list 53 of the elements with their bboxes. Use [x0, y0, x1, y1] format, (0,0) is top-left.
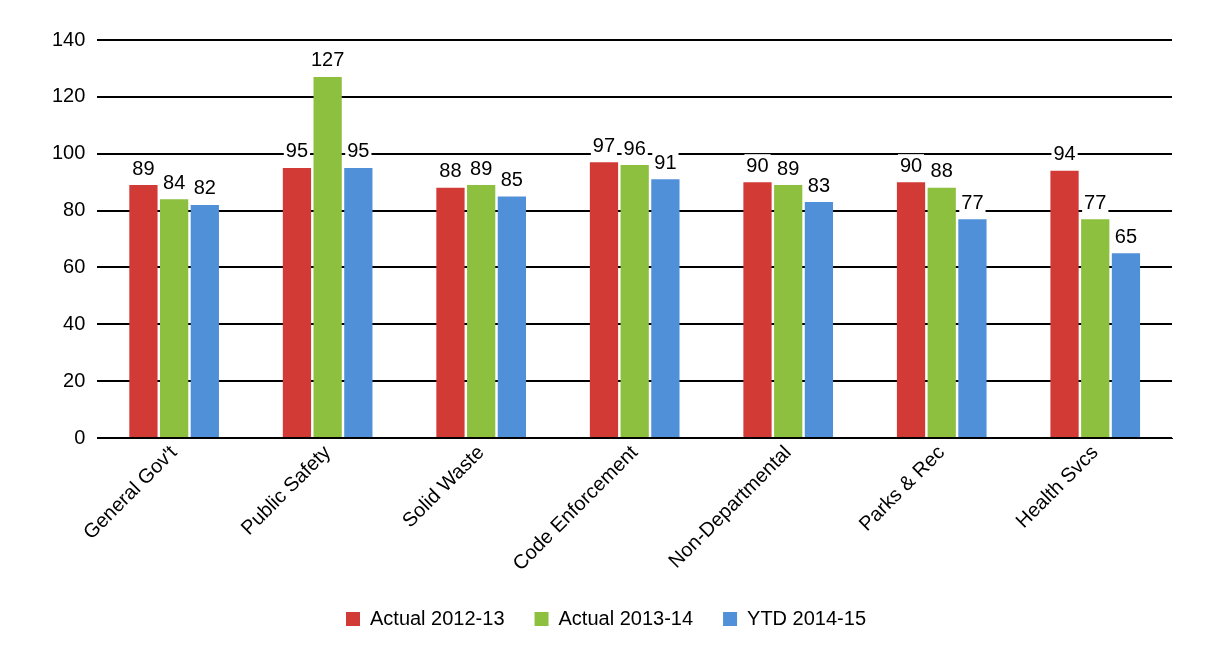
data-label: 90	[746, 153, 769, 176]
bar	[620, 165, 649, 438]
data-label: 96	[623, 136, 646, 159]
data-label: 77	[961, 190, 984, 213]
bar	[589, 162, 619, 438]
data-label: 88	[930, 159, 953, 182]
bar	[129, 185, 158, 438]
bar	[774, 185, 803, 438]
bar	[651, 179, 680, 438]
y-tick-label: 100	[51, 141, 86, 164]
bar	[313, 76, 342, 438]
y-tick-label: 120	[51, 84, 86, 107]
legend-label: Actual 2013-14	[558, 606, 694, 629]
data-label: 95	[285, 139, 309, 162]
data-label: 83	[807, 173, 831, 196]
data-label: 77	[1084, 190, 1107, 213]
bar	[436, 187, 465, 438]
y-tick-label: 0	[74, 425, 86, 448]
data-label: 89	[470, 156, 493, 179]
bar	[497, 196, 526, 438]
bar	[282, 167, 312, 438]
bar	[344, 167, 373, 438]
bar	[743, 182, 772, 438]
data-label: 65	[1114, 224, 1138, 247]
y-tick-label: 140	[51, 27, 86, 50]
bar	[958, 219, 987, 438]
bar	[927, 187, 956, 438]
data-label: 95	[347, 139, 370, 162]
data-label: 91	[654, 150, 677, 173]
data-label: 89	[132, 156, 155, 179]
bar	[467, 185, 496, 438]
y-tick-label: 40	[63, 311, 86, 334]
legend-label: YTD 2014-15	[747, 606, 867, 629]
data-label: 82	[193, 176, 216, 199]
bar	[1081, 219, 1110, 438]
data-label: 90	[899, 153, 923, 176]
legend-label: Actual 2012-13	[369, 606, 505, 629]
y-tick-label: 80	[63, 198, 86, 221]
bar	[160, 199, 189, 438]
data-label: 97	[592, 133, 616, 156]
bar	[1111, 253, 1141, 438]
data-label: 127	[310, 48, 345, 71]
y-tick-label: 60	[63, 255, 86, 278]
bar	[896, 182, 926, 438]
data-label: 84	[163, 170, 186, 193]
bar	[1050, 170, 1079, 438]
data-label: 89	[777, 156, 800, 179]
data-label: 94	[1053, 142, 1076, 165]
y-tick-label: 20	[63, 368, 86, 391]
bar	[190, 204, 219, 438]
data-label: 85	[500, 167, 523, 190]
data-label: 88	[439, 159, 462, 182]
bar	[804, 202, 834, 438]
